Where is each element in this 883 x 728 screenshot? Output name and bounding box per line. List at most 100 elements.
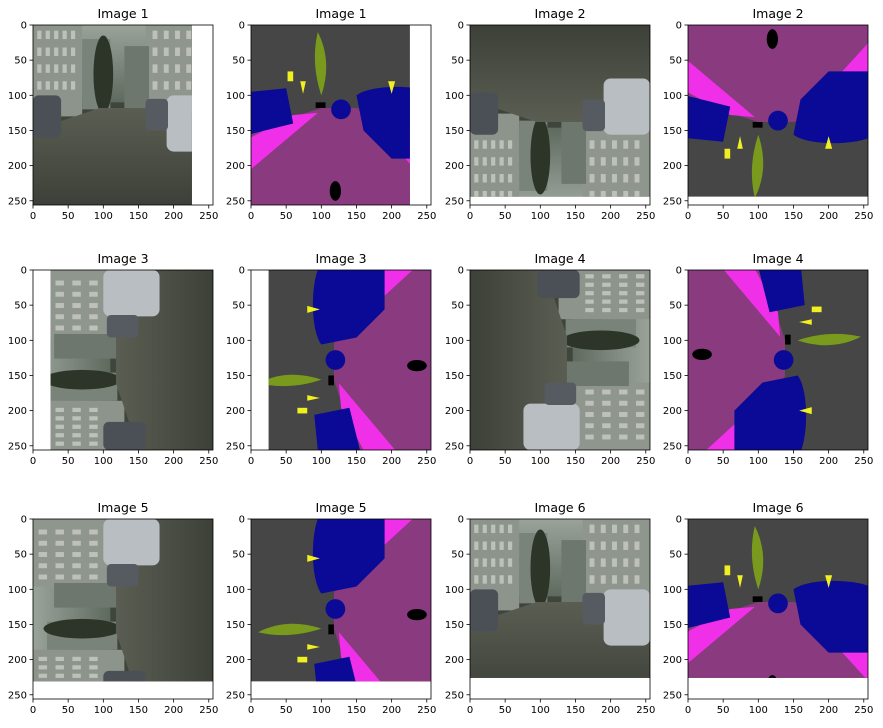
axes-frame bbox=[469, 269, 651, 451]
x-tick-label: 250 bbox=[199, 211, 218, 222]
y-tick-label: 250 bbox=[8, 196, 27, 207]
x-tick-label: 0 bbox=[248, 705, 254, 716]
street-photo bbox=[33, 25, 192, 205]
x-tick-label: 250 bbox=[417, 211, 436, 222]
segmentation-map bbox=[688, 519, 868, 678]
axes-frame bbox=[250, 518, 432, 700]
panel-title: Image 6 bbox=[752, 500, 803, 515]
x-tick-label: 250 bbox=[199, 705, 218, 716]
y-tick-label: 250 bbox=[663, 690, 682, 701]
x-tick-label: 200 bbox=[601, 456, 620, 467]
segmentation-map bbox=[268, 270, 431, 450]
y-tick-label: 0 bbox=[21, 266, 27, 277]
x-tick-label: 150 bbox=[129, 705, 148, 716]
y-tick-label: 250 bbox=[8, 690, 27, 701]
y-tick-label: 200 bbox=[445, 161, 464, 172]
panel-title: Image 5 bbox=[97, 500, 148, 515]
axes-frame bbox=[250, 24, 432, 206]
y-tick-label: 0 bbox=[676, 21, 682, 32]
x-tick-label: 100 bbox=[94, 456, 113, 467]
x-tick-label: 200 bbox=[382, 705, 401, 716]
y-tick-label: 200 bbox=[226, 161, 245, 172]
x-tick-label: 200 bbox=[164, 705, 183, 716]
y-tick-label: 100 bbox=[445, 336, 464, 347]
y-tick-label: 100 bbox=[445, 585, 464, 596]
x-tick-label: 50 bbox=[62, 456, 75, 467]
segmentation-map bbox=[688, 25, 868, 197]
axes-frame bbox=[32, 269, 214, 451]
y-tick-label: 150 bbox=[8, 620, 27, 631]
y-tick-label: 150 bbox=[226, 371, 245, 382]
x-tick-label: 100 bbox=[312, 211, 331, 222]
x-tick-label: 50 bbox=[280, 705, 293, 716]
x-tick-label: 0 bbox=[248, 211, 254, 222]
x-tick-label: 0 bbox=[685, 211, 691, 222]
y-tick-label: 150 bbox=[226, 620, 245, 631]
x-tick-label: 250 bbox=[636, 705, 655, 716]
x-tick-label: 150 bbox=[129, 456, 148, 467]
axes-frame bbox=[687, 24, 869, 206]
y-tick-label: 0 bbox=[21, 515, 27, 526]
y-tick-label: 100 bbox=[663, 585, 682, 596]
street-photo bbox=[470, 25, 650, 197]
y-tick-label: 250 bbox=[8, 441, 27, 452]
x-tick-label: 100 bbox=[94, 705, 113, 716]
y-tick-label: 200 bbox=[8, 406, 27, 417]
y-tick-label: 50 bbox=[451, 56, 464, 67]
segmentation-map bbox=[688, 270, 868, 450]
axes-frame bbox=[469, 518, 651, 700]
x-tick-label: 100 bbox=[531, 211, 550, 222]
x-tick-label: 0 bbox=[685, 705, 691, 716]
x-tick-label: 50 bbox=[717, 211, 730, 222]
y-tick-label: 200 bbox=[226, 406, 245, 417]
x-tick-label: 50 bbox=[62, 705, 75, 716]
x-tick-label: 0 bbox=[467, 705, 473, 716]
y-tick-label: 200 bbox=[8, 655, 27, 666]
x-tick-label: 200 bbox=[382, 211, 401, 222]
y-tick-label: 200 bbox=[226, 655, 245, 666]
x-tick-label: 200 bbox=[601, 211, 620, 222]
x-tick-label: 50 bbox=[717, 705, 730, 716]
panel-title: Image 6 bbox=[534, 500, 585, 515]
y-tick-label: 150 bbox=[445, 371, 464, 382]
segmentation-map bbox=[251, 25, 410, 205]
axes-frame bbox=[469, 24, 651, 206]
y-tick-label: 250 bbox=[226, 196, 245, 207]
street-photo bbox=[470, 270, 650, 450]
x-tick-label: 50 bbox=[717, 456, 730, 467]
y-tick-label: 0 bbox=[676, 266, 682, 277]
x-tick-label: 100 bbox=[531, 456, 550, 467]
x-tick-label: 100 bbox=[749, 705, 768, 716]
y-tick-label: 150 bbox=[8, 126, 27, 137]
y-tick-label: 250 bbox=[445, 196, 464, 207]
y-tick-label: 100 bbox=[663, 91, 682, 102]
y-tick-label: 200 bbox=[445, 655, 464, 666]
x-tick-label: 50 bbox=[62, 211, 75, 222]
axes-frame bbox=[687, 269, 869, 451]
x-tick-label: 150 bbox=[129, 211, 148, 222]
x-tick-label: 200 bbox=[164, 456, 183, 467]
x-tick-label: 150 bbox=[784, 705, 803, 716]
y-tick-label: 50 bbox=[14, 301, 27, 312]
x-tick-label: 200 bbox=[601, 705, 620, 716]
panel-title: Image 1 bbox=[97, 6, 148, 21]
y-tick-label: 100 bbox=[8, 336, 27, 347]
x-tick-label: 250 bbox=[854, 705, 873, 716]
y-tick-label: 150 bbox=[663, 620, 682, 631]
x-tick-label: 100 bbox=[749, 456, 768, 467]
x-tick-label: 250 bbox=[417, 705, 436, 716]
y-tick-label: 0 bbox=[676, 515, 682, 526]
y-tick-label: 150 bbox=[8, 371, 27, 382]
y-tick-label: 50 bbox=[14, 550, 27, 561]
x-tick-label: 0 bbox=[248, 456, 254, 467]
y-tick-label: 250 bbox=[226, 441, 245, 452]
